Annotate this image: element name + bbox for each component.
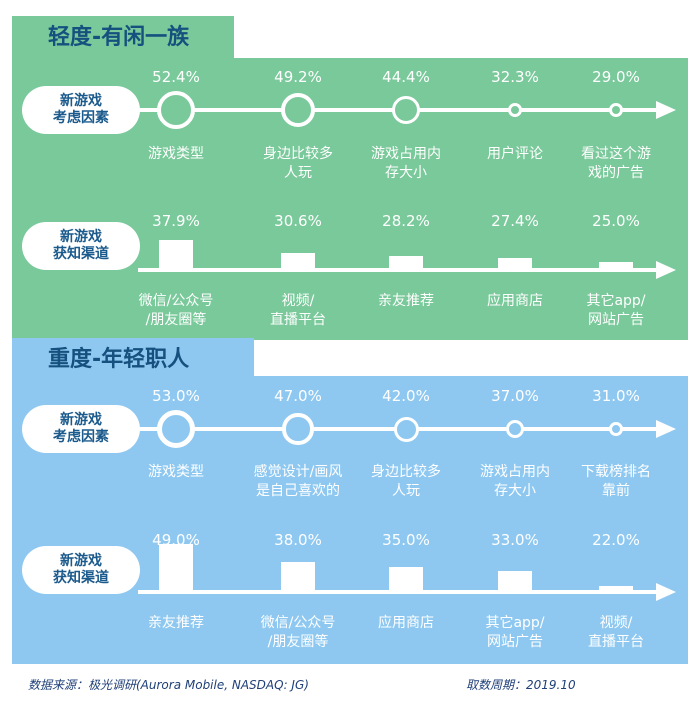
light-channel-category-label-4: 应用商店 (487, 293, 543, 309)
heavy-consideration-category-label-5: 下载榜排名 靠前 (581, 464, 651, 499)
heavy-channel-axis-arrow (656, 583, 676, 601)
heavy-channel-bar-4 (498, 570, 532, 592)
light-channel-bar-1 (159, 240, 193, 270)
light-consideration-category-label-1: 游戏类型 (148, 146, 204, 162)
light-channel-bar-5 (599, 261, 633, 270)
light-channel-bar-2 (281, 252, 315, 270)
heavy-consideration-category-label-4: 游戏占用内 存大小 (480, 464, 550, 499)
light-consideration-circle-1 (157, 91, 195, 129)
light-channel-category-label-2: 视频/ 直播平台 (270, 293, 326, 328)
heavy-consideration-value-label-5: 31.0% (592, 387, 640, 405)
light-consideration-category-label-4: 用户评论 (487, 146, 543, 162)
heavy-consideration-circle-3 (393, 416, 419, 442)
light-consideration-circle-4 (508, 103, 522, 117)
heavy-channel-category-label-1: 亲友推荐 (148, 615, 204, 631)
heavy-consideration-category-label-2: 感觉设计/画风 是自己喜欢的 (253, 464, 343, 499)
light-channel-value-label-2: 30.6% (274, 212, 322, 230)
heavy-channel-bar-2 (281, 562, 315, 592)
light-channel-category-label-5: 其它app/ 网站广告 (586, 293, 646, 328)
heavy-consideration-value-label-4: 37.0% (491, 387, 539, 405)
light-consideration-category-label-2: 身边比较多 人玩 (263, 146, 333, 181)
heavy-channel-bar-3 (389, 567, 423, 592)
light-channel-value-label-4: 27.4% (491, 212, 539, 230)
heavy-channel-category-label-3: 应用商店 (378, 615, 434, 631)
heavy-consideration-value-label-3: 42.0% (382, 387, 430, 405)
light-channel-bar-3 (389, 256, 423, 270)
light-channel-bar-4 (498, 257, 532, 270)
heavy-channel-value-label-5: 22.0% (592, 531, 640, 549)
heavy-consideration-circle-1 (156, 409, 196, 449)
light-channel-category-label-1: 微信/公众号 /朋友圈等 (138, 293, 214, 328)
light-consideration-row-label: 新游戏 考虑因素 (22, 86, 140, 134)
heavy-channel-category-label-4: 其它app/ 网站广告 (485, 615, 545, 650)
heavy-consideration-circle-2 (282, 413, 314, 445)
heavy-channel-value-label-4: 33.0% (491, 531, 539, 549)
heavy-channel-value-label-2: 38.0% (274, 531, 322, 549)
light-consideration-value-label-5: 29.0% (592, 68, 640, 86)
heavy-channel-category-label-5: 视频/ 直播平台 (588, 615, 644, 650)
heavy-channel-category-label-2: 微信/公众号 /朋友圈等 (260, 615, 336, 650)
data-source-note: 数据来源：极光调研(Aurora Mobile, NASDAQ: JG) (28, 678, 309, 692)
heavy-consideration-circle-5 (609, 422, 623, 436)
light-consideration-category-label-5: 看过这个游 戏的广告 (581, 146, 651, 181)
heavy-consideration-row-label: 新游戏 考虑因素 (22, 405, 140, 453)
light-channel-value-label-3: 28.2% (382, 212, 430, 230)
heavy-gamers-title: 重度-年轻职人 (12, 338, 254, 382)
heavy-consideration-value-label-1: 53.0% (152, 387, 200, 405)
data-period-note: 取数周期：2019.10 (466, 678, 576, 692)
heavy-channel-value-label-3: 35.0% (382, 531, 430, 549)
heavy-consideration-value-label-2: 47.0% (274, 387, 322, 405)
light-consideration-circle-2 (281, 93, 315, 127)
heavy-consideration-axis-arrow (656, 420, 676, 438)
heavy-consideration-category-label-3: 身边比较多 人玩 (371, 464, 441, 499)
heavy-consideration-circle-4 (505, 419, 525, 439)
heavy-channel-row-label: 新游戏 获知渠道 (22, 546, 140, 594)
heavy-channel-axis-line (138, 590, 658, 594)
light-consideration-category-label-3: 游戏占用内 存大小 (371, 146, 441, 181)
heavy-consideration-category-label-1: 游戏类型 (148, 464, 204, 480)
light-channel-axis-arrow (656, 261, 676, 279)
light-channel-axis-line (138, 268, 658, 272)
heavy-channel-bar-5 (599, 586, 633, 592)
light-consideration-value-label-2: 49.2% (274, 68, 322, 86)
light-channel-row-label: 新游戏 获知渠道 (22, 222, 140, 270)
light-channel-category-label-3: 亲友推荐 (378, 293, 434, 309)
light-consideration-value-label-4: 32.3% (491, 68, 539, 86)
heavy-channel-value-label-1: 49.0% (152, 531, 200, 549)
light-consideration-axis-arrow (656, 101, 676, 119)
light-channel-value-label-5: 25.0% (592, 212, 640, 230)
light-gamers-title: 轻度-有闲一族 (12, 16, 234, 60)
light-consideration-value-label-3: 44.4% (382, 68, 430, 86)
light-consideration-circle-3 (392, 96, 420, 124)
light-consideration-circle-5 (609, 103, 623, 117)
light-channel-value-label-1: 37.9% (152, 212, 200, 230)
light-consideration-value-label-1: 52.4% (152, 68, 200, 86)
heavy-channel-bar-1 (159, 544, 193, 592)
